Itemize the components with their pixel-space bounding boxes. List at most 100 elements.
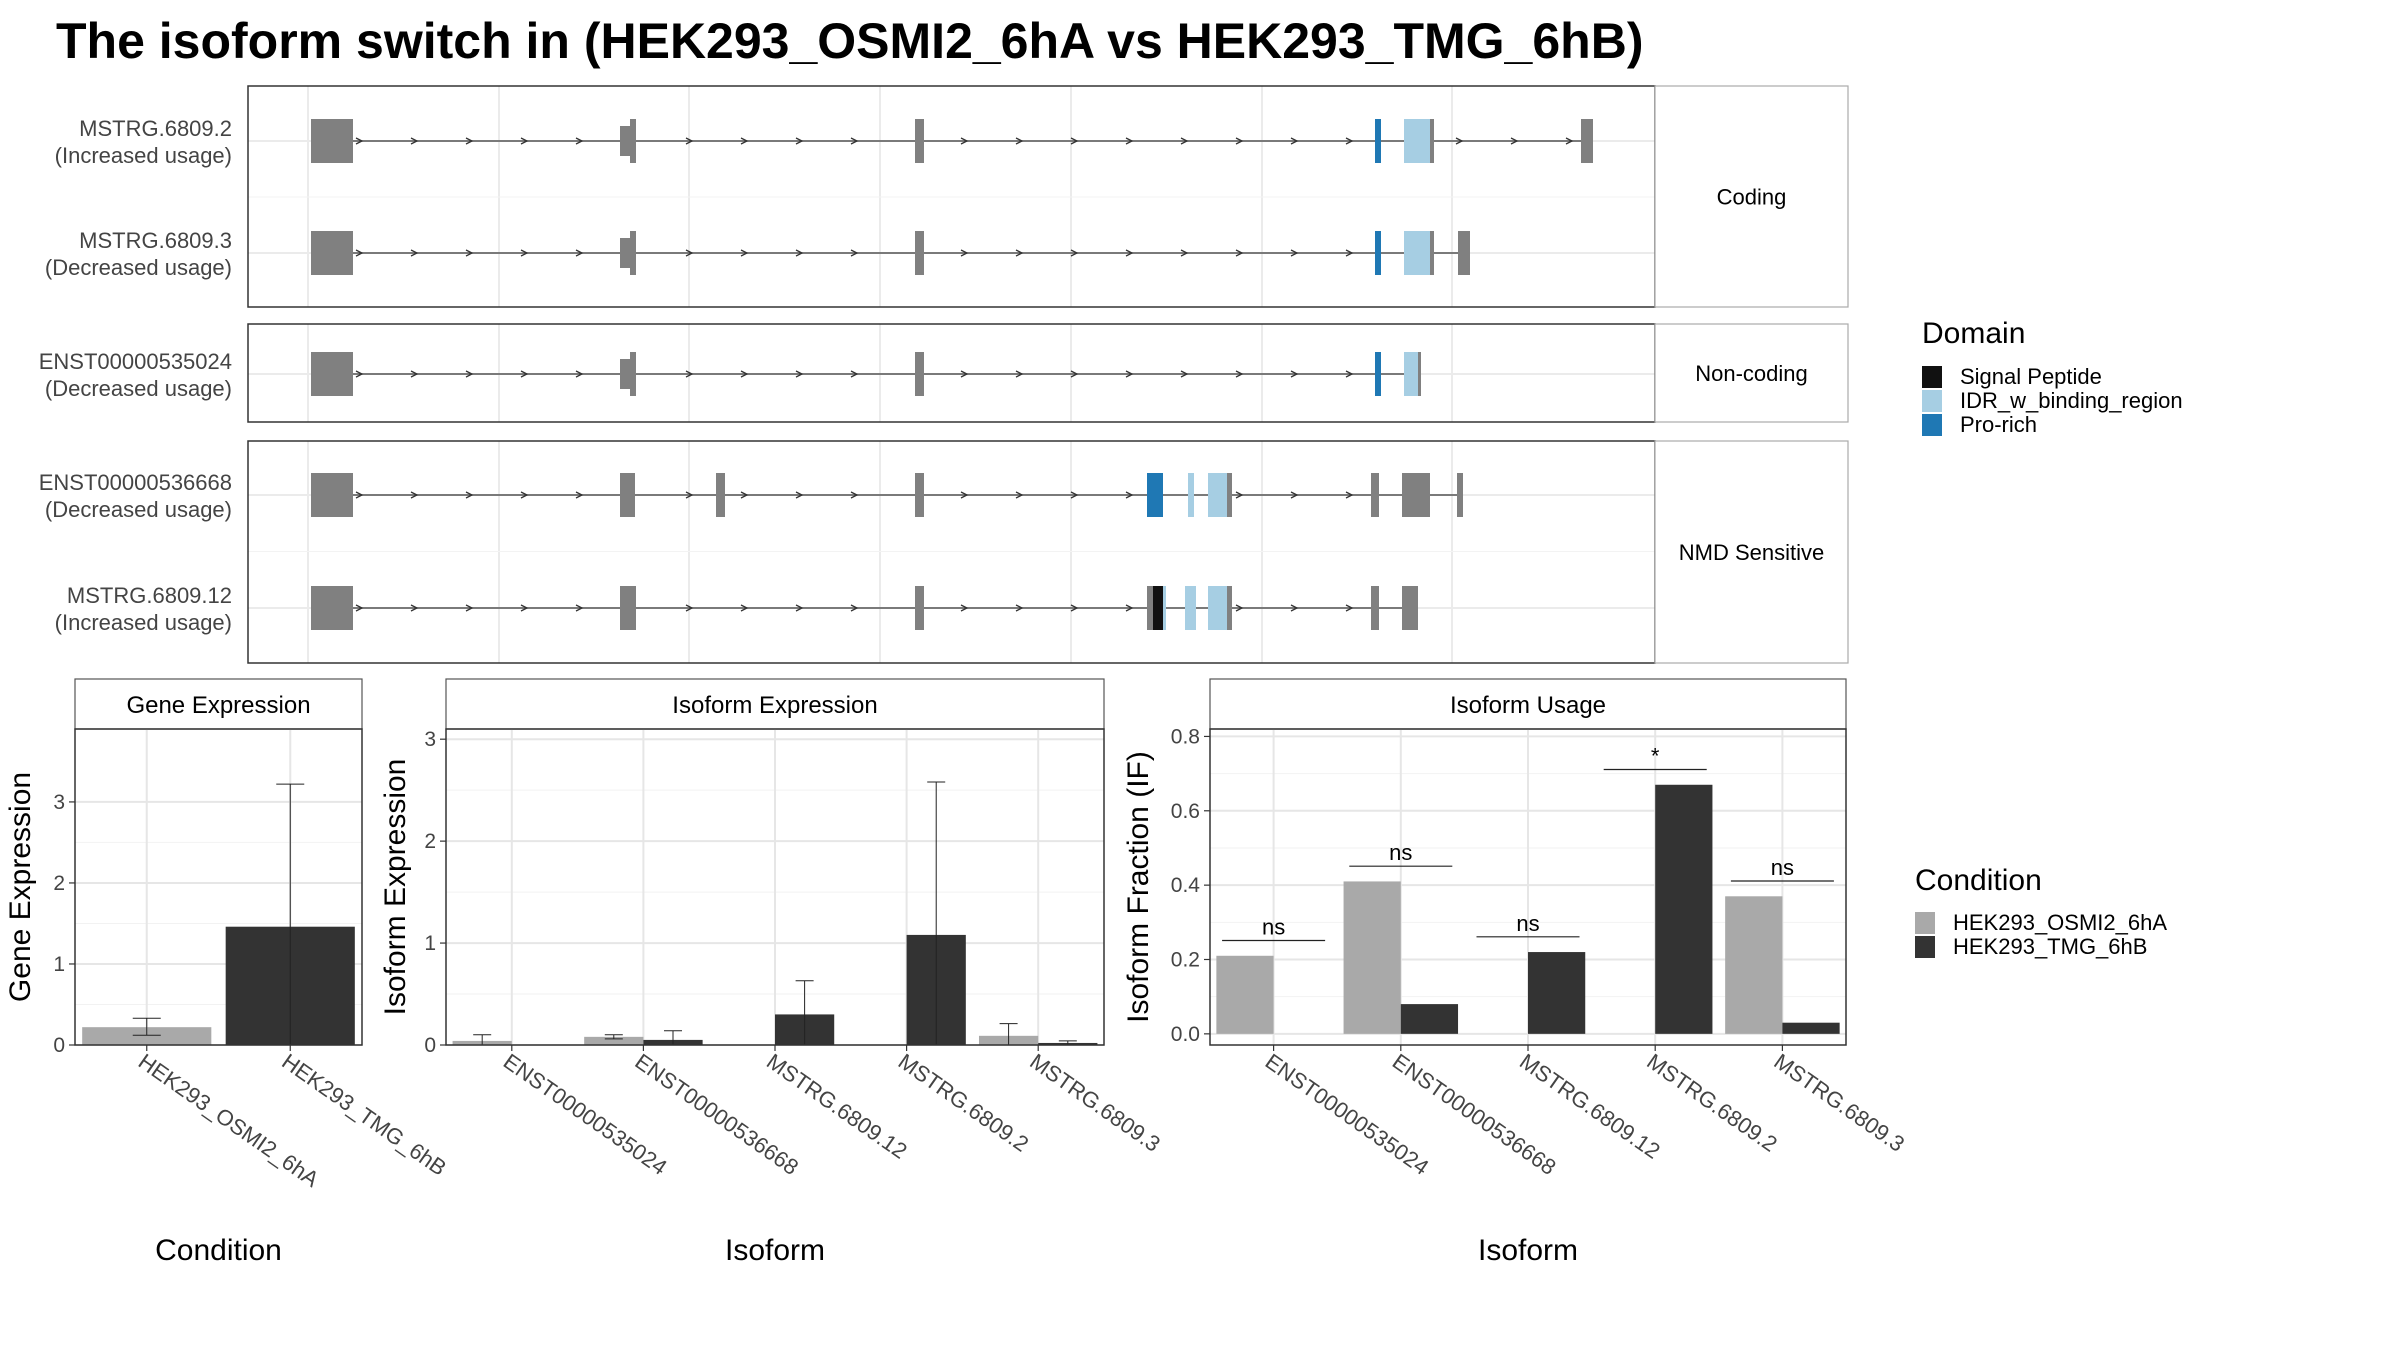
- exon-block: [1227, 473, 1232, 517]
- direction-arrow: [355, 249, 364, 257]
- strip-box: [1654, 323, 1849, 423]
- direction-arrow: [1235, 491, 1244, 499]
- chart-strip: [445, 678, 1105, 730]
- domain-block: [1404, 352, 1420, 396]
- direction-arrow: [355, 604, 364, 612]
- significance-label: *: [1651, 744, 1660, 769]
- domain-block: [1375, 119, 1381, 163]
- exon-block: [1147, 586, 1155, 630]
- direction-arrow: [1290, 604, 1299, 612]
- direction-arrow: [1015, 491, 1024, 499]
- direction-arrow: [1015, 604, 1024, 612]
- direction-arrow: [1180, 370, 1189, 378]
- exon-block: [311, 231, 353, 275]
- exon-block: [620, 586, 636, 630]
- y-axis-label: Gene Expression: [4, 772, 37, 1002]
- direction-arrow: [850, 249, 859, 257]
- strip-box: [1654, 440, 1849, 664]
- domain-block: [1153, 586, 1163, 630]
- direction-arrow: [1290, 491, 1299, 499]
- track-usage-label: (Increased usage): [55, 610, 232, 635]
- y-tick-label: 3: [424, 728, 436, 751]
- direction-arrow: [410, 249, 419, 257]
- chart-border: [74, 728, 363, 1046]
- direction-arrow: [740, 370, 749, 378]
- track-name-label: MSTRG.6809.3: [79, 228, 232, 253]
- chart-title: Gene Expression: [126, 692, 310, 719]
- y-tick-label: 1: [53, 953, 65, 976]
- direction-arrow: [575, 491, 584, 499]
- direction-arrow: [685, 370, 694, 378]
- track-usage-label: (Decreased usage): [45, 376, 232, 401]
- domain-block: [1185, 586, 1196, 630]
- y-tick-label: 2: [424, 830, 436, 853]
- exon-block: [1371, 473, 1379, 517]
- direction-arrow: [1235, 137, 1244, 145]
- legend-label: Pro-rich: [1960, 412, 2037, 437]
- legend-key: [1915, 912, 1935, 934]
- y-tick-label: 1: [424, 932, 436, 955]
- direction-arrow: [850, 137, 859, 145]
- transcript-track: [311, 231, 1470, 275]
- legend-key: [1915, 936, 1935, 958]
- legend-domain-title: Domain: [1922, 317, 2025, 350]
- exon-block: [1402, 586, 1418, 630]
- direction-arrow: [1290, 137, 1299, 145]
- direction-arrow: [1125, 249, 1134, 257]
- domain-block: [1404, 119, 1430, 163]
- x-axis-label: Condition: [155, 1234, 282, 1267]
- domain-block: [1375, 231, 1381, 275]
- significance-label: ns: [1389, 840, 1412, 865]
- transcript-track: [311, 119, 1593, 163]
- exon-block: [915, 586, 924, 630]
- legend-key: [1922, 414, 1942, 436]
- direction-arrow: [1290, 370, 1299, 378]
- bar: [1216, 955, 1274, 1034]
- chart-title: Isoform Usage: [1450, 692, 1606, 719]
- exon-block: [311, 119, 353, 163]
- bar: [1725, 896, 1783, 1034]
- direction-arrow: [1070, 491, 1079, 499]
- y-tick-label: 2: [53, 872, 65, 895]
- direction-arrow: [1345, 137, 1354, 145]
- exon-block: [620, 238, 632, 268]
- direction-arrow: [850, 370, 859, 378]
- domain-block: [1147, 473, 1163, 517]
- strip-label: Non-coding: [1695, 361, 1808, 386]
- exon-block: [1430, 119, 1434, 163]
- y-tick-label: 0: [53, 1034, 65, 1057]
- legend-label: HEK293_TMG_6hB: [1953, 934, 2147, 959]
- legend-label: HEK293_OSMI2_6hA: [1953, 910, 2167, 935]
- direction-arrow: [575, 137, 584, 145]
- direction-arrow: [520, 249, 529, 257]
- x-tick-label: MSTRG.6809.3: [1025, 1049, 1165, 1157]
- y-tick-label: 0.4: [1171, 874, 1201, 897]
- transcript-structure-plot: MSTRG.6809.2(Increased usage)MSTRG.6809.…: [39, 85, 1849, 664]
- domain-block: [1163, 586, 1166, 630]
- exon-block: [716, 473, 725, 517]
- direction-arrow: [1070, 249, 1079, 257]
- direction-arrow: [1125, 491, 1134, 499]
- bar-chart: Isoform Usagensnsns*ns0.00.20.40.60.8ENS…: [1122, 678, 1909, 1267]
- direction-arrow: [1070, 370, 1079, 378]
- exon-block: [620, 359, 632, 389]
- direction-arrow: [960, 137, 969, 145]
- direction-arrow: [795, 491, 804, 499]
- direction-arrow: [795, 370, 804, 378]
- legends: Domain Signal PeptideIDR_w_binding_region…: [1915, 317, 2183, 959]
- exon-block: [1227, 586, 1232, 630]
- direction-arrow: [1290, 249, 1299, 257]
- direction-arrow: [1015, 370, 1024, 378]
- direction-arrow: [795, 249, 804, 257]
- exon-block: [630, 231, 636, 275]
- direction-arrow: [740, 137, 749, 145]
- strip-label: NMD Sensitive: [1679, 540, 1824, 565]
- exon-block: [311, 473, 353, 517]
- significance-label: ns: [1262, 915, 1285, 940]
- exon-block: [1402, 473, 1430, 517]
- direction-arrow: [960, 370, 969, 378]
- legend-key: [1922, 390, 1942, 412]
- direction-arrow: [1125, 604, 1134, 612]
- direction-arrow: [1180, 137, 1189, 145]
- direction-arrow: [740, 249, 749, 257]
